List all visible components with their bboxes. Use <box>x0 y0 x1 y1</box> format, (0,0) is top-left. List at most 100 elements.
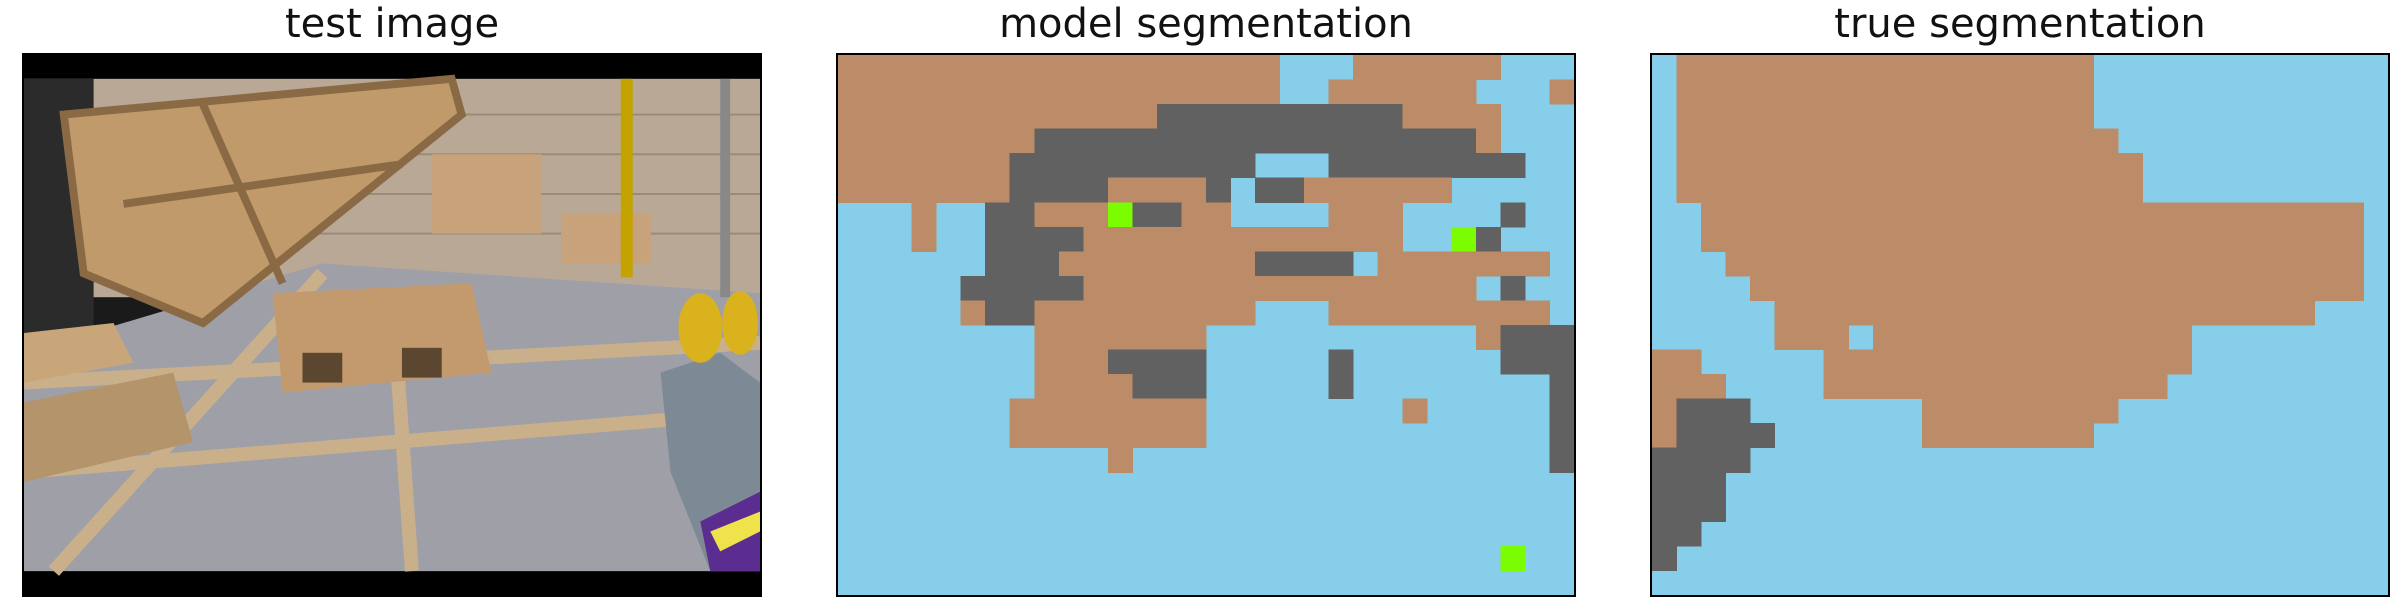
true-seg-cell <box>2093 325 2119 351</box>
model-seg-cell <box>1377 79 1403 105</box>
true-seg-cell <box>1750 104 1776 130</box>
true-seg-cell <box>2044 104 2070 130</box>
model-seg-cell <box>1475 104 1501 130</box>
model-seg-cell <box>1107 423 1133 449</box>
model-seg-cell <box>1107 349 1133 375</box>
model-seg-cell <box>1451 79 1477 105</box>
model-seg-cell <box>1107 153 1133 179</box>
true-seg-cell <box>1946 177 1972 203</box>
model-seg-cell <box>1156 202 1182 228</box>
model-seg-cell <box>1058 374 1084 400</box>
model-seg-cell <box>911 226 937 252</box>
true-seg-cell <box>1823 325 1849 351</box>
true-seg-cell <box>1725 104 1751 130</box>
test-image-frame <box>22 53 762 597</box>
model-seg-cell <box>1230 104 1256 130</box>
true-seg-cell <box>1897 55 1923 81</box>
model-seg-cell <box>1058 128 1084 154</box>
true-seg-cell <box>2069 398 2095 424</box>
model-seg-cell <box>1107 374 1133 400</box>
true-seg-cell <box>2093 251 2119 277</box>
model-seg-cell <box>1083 55 1109 81</box>
model-seg-cell <box>1353 300 1379 326</box>
true-seg-cell <box>1897 128 1923 154</box>
true-seg-cell <box>1848 202 1874 228</box>
true-seg-cell <box>1848 300 1874 326</box>
true-seg-cell <box>2020 55 2046 81</box>
model-seg-cell <box>1451 104 1477 130</box>
model-seg-cell <box>1083 202 1109 228</box>
model-seg-cell <box>985 128 1011 154</box>
model-seg-cell <box>1377 104 1403 130</box>
model-seg-cell <box>838 177 864 203</box>
model-seg-cell <box>1549 79 1574 105</box>
model-seg-cell <box>1009 398 1035 424</box>
model-seg-cell <box>1426 55 1452 81</box>
model-seg-cell <box>1132 177 1158 203</box>
true-seg-cell <box>2142 226 2168 252</box>
model-seg-cell <box>1206 128 1232 154</box>
true-seg-cell <box>2044 423 2070 449</box>
true-seg-cell <box>1970 325 1996 351</box>
model-seg-cell <box>1475 300 1501 326</box>
model-seg-cell <box>1475 153 1501 179</box>
model-seg-cell <box>1034 398 1060 424</box>
true-seg-cell <box>1823 202 1849 228</box>
model-seg-cell <box>1083 128 1109 154</box>
true-seg-cell <box>2289 226 2315 252</box>
true-seg-cell <box>1921 251 1947 277</box>
model-seg-cell <box>1206 79 1232 105</box>
model-seg-cell <box>1353 55 1379 81</box>
model-seg-cell <box>960 128 986 154</box>
true-seg-cell <box>1946 374 1972 400</box>
model-seg-cell <box>1206 153 1232 179</box>
model-seg-cell <box>1058 325 1084 351</box>
true-seg-cell <box>2338 275 2364 301</box>
true-seg-cell <box>1799 104 1825 130</box>
model-seg-cell <box>1279 128 1305 154</box>
true-seg-cell <box>1725 398 1751 424</box>
panel-true-segmentation: true segmentation <box>1650 0 2390 600</box>
true-seg-cell <box>1946 275 1972 301</box>
model-seg-cell <box>1328 202 1354 228</box>
model-seg-cell <box>1353 202 1379 228</box>
model-seg-cell <box>1132 251 1158 277</box>
true-seg-cell <box>2289 202 2315 228</box>
panel-title-model-segmentation: model segmentation <box>999 1 1413 47</box>
true-seg-cell <box>1750 275 1776 301</box>
true-seg-cell <box>2338 226 2364 252</box>
true-seg-cell <box>1676 472 1702 498</box>
true-seg-cell <box>2314 251 2340 277</box>
true-seg-cell <box>1946 55 1972 81</box>
true-seg-cell <box>2093 398 2119 424</box>
model-seg-cell <box>1377 128 1403 154</box>
true-seg-cell <box>2216 300 2242 326</box>
model-seg-cell <box>936 55 962 81</box>
true-seg-cell <box>1897 275 1923 301</box>
model-seg-cell <box>1181 349 1207 375</box>
model-seg-cell <box>1475 251 1501 277</box>
model-seg-cell <box>1132 423 1158 449</box>
model-seg-cell <box>1132 104 1158 130</box>
true-seg-cell <box>1970 349 1996 375</box>
true-seg-cell <box>1799 128 1825 154</box>
true-seg-cell <box>2240 275 2266 301</box>
true-seg-cell <box>1946 202 1972 228</box>
true-seg-cell <box>1946 226 1972 252</box>
true-seg-cell <box>2093 349 2119 375</box>
model-seg-cell <box>1255 128 1281 154</box>
true-seg-cell <box>1652 521 1678 547</box>
model-seg-cell <box>1549 349 1574 375</box>
true-seg-cell <box>2216 251 2242 277</box>
true-seg-cell <box>1823 226 1849 252</box>
model-seg-cell <box>1107 300 1133 326</box>
model-seg-cell <box>1230 79 1256 105</box>
model-seg-cell <box>1156 349 1182 375</box>
true-seg-cell <box>2093 275 2119 301</box>
true-seg-cell <box>1750 423 1776 449</box>
true-seg-cell <box>1750 79 1776 105</box>
true-seg-cell <box>1823 374 1849 400</box>
model-seg-cell <box>1304 177 1330 203</box>
model-seg-cell <box>1524 325 1550 351</box>
true-seg-cell <box>1652 423 1678 449</box>
